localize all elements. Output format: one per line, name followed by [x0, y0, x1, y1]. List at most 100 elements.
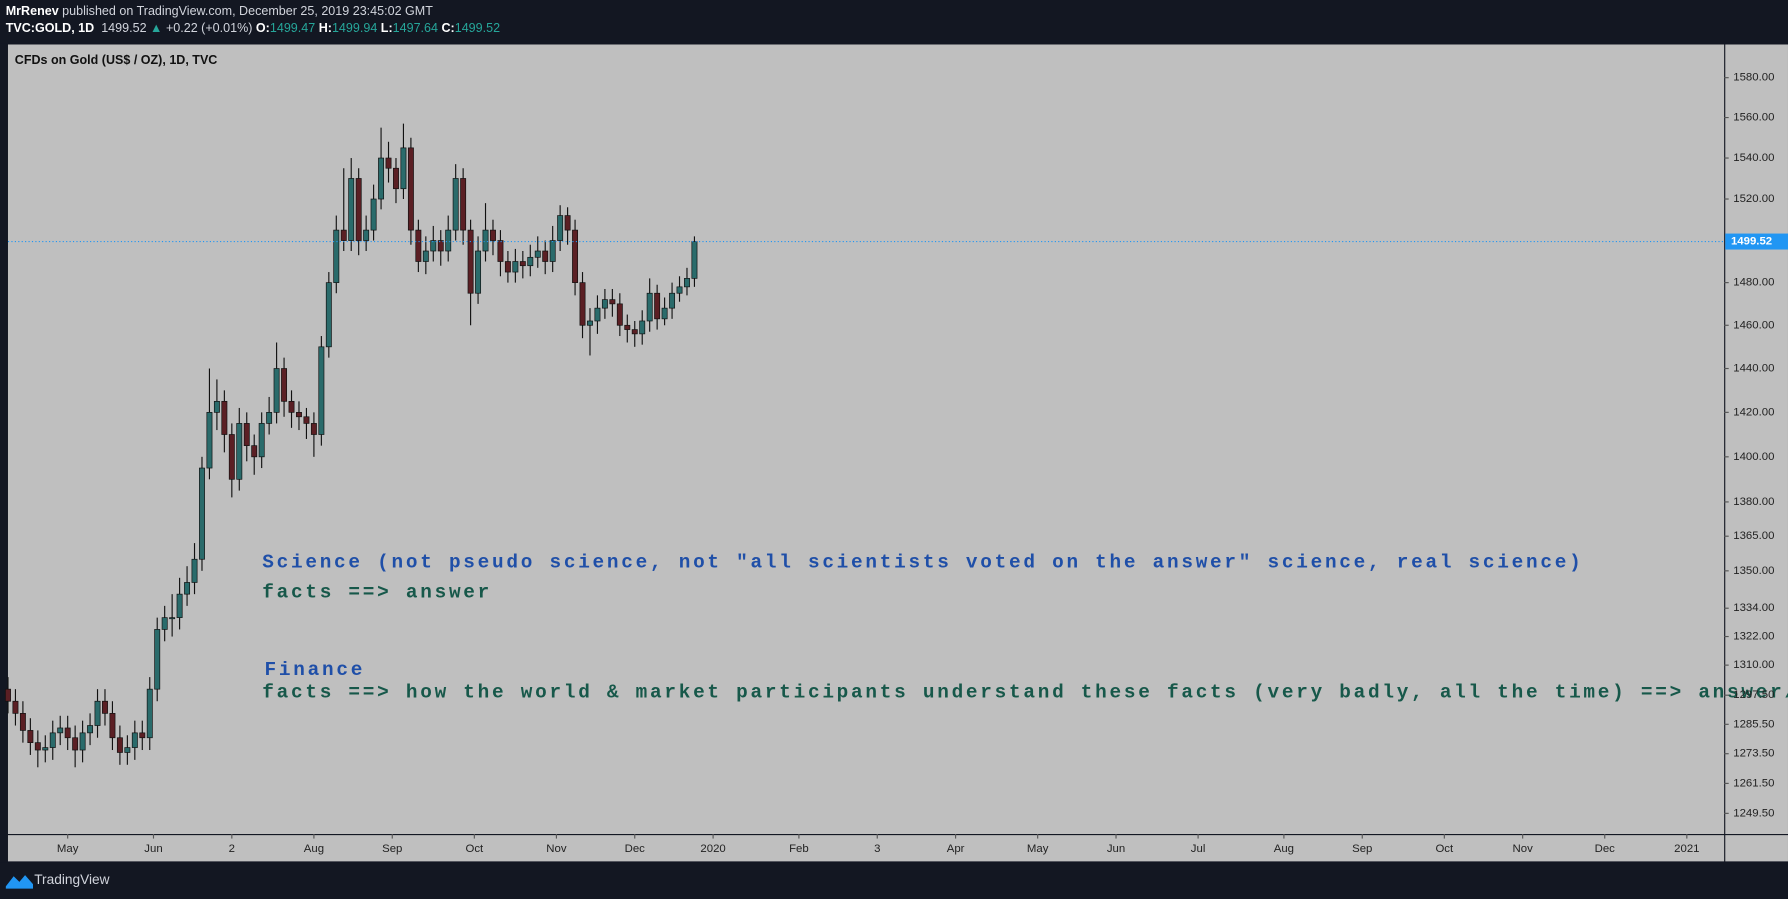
- candle-body: [27, 730, 34, 743]
- candle-body: [601, 299, 608, 309]
- candle-body: [288, 400, 295, 413]
- o-value: 1499.47: [269, 21, 316, 36]
- candle-body: [348, 178, 355, 241]
- h-label: H:: [318, 21, 332, 36]
- x-tick-label: Sep: [1352, 843, 1372, 855]
- x-tick-label: 2021: [1674, 843, 1699, 855]
- candle-body: [251, 445, 258, 458]
- candle-body: [654, 292, 661, 320]
- candle-body: [19, 713, 26, 731]
- quote-line: TVC:GOLD, 1D 1499.52 ▲ +0.22 (+0.01%) O:…: [6, 22, 500, 36]
- x-tick-label: Jun: [1107, 843, 1125, 855]
- x-tick-label: 2: [229, 843, 235, 855]
- candle-body: [646, 292, 653, 322]
- publish-line: MrRenev published on TradingView.com, De…: [6, 5, 433, 19]
- candle-body: [273, 368, 280, 413]
- candle-body: [393, 167, 399, 190]
- candle-body: [154, 629, 161, 690]
- candle-body: [631, 329, 638, 335]
- plot-area: [7, 44, 1725, 834]
- candle-body: [452, 178, 459, 231]
- candle-body: [363, 229, 370, 241]
- y-tick-label: 1400.00: [1733, 451, 1774, 463]
- x-tick-label: 3: [874, 843, 880, 855]
- candle-body: [639, 320, 646, 335]
- candle-body: [430, 240, 437, 252]
- candle-body: [504, 261, 511, 273]
- last-price-label: 1499.52: [1731, 236, 1772, 248]
- l-value: 1497.64: [392, 21, 438, 36]
- candle-body: [109, 713, 116, 739]
- candle-body: [661, 307, 668, 320]
- h-value: 1499.94: [331, 21, 378, 36]
- candle-body: [221, 400, 228, 435]
- candle-body: [407, 147, 414, 231]
- candle-body: [94, 700, 101, 726]
- y-tick-label: 1310.00: [1733, 659, 1774, 671]
- candle-body: [482, 229, 489, 252]
- candle-body: [564, 215, 571, 231]
- y-tick-label: 1249.50: [1733, 807, 1774, 819]
- candle-body: [385, 157, 392, 169]
- x-tick-label: Sep: [382, 843, 402, 855]
- candle-body: [684, 278, 690, 288]
- candle-body: [594, 307, 601, 322]
- candle-body: [266, 412, 273, 424]
- candle-body: [437, 240, 444, 252]
- candle-body: [318, 346, 325, 435]
- candle-body: [139, 732, 146, 739]
- x-tick-label: Aug: [304, 843, 324, 855]
- y-tick-label: 1350.00: [1733, 565, 1774, 577]
- y-tick-label: 1420.00: [1733, 406, 1774, 418]
- y-tick-label: 1297.50: [1733, 689, 1774, 701]
- candle-body: [258, 423, 265, 458]
- y-tick-label: 1261.50: [1733, 777, 1774, 789]
- candle-body: [169, 617, 176, 620]
- y-tick-label: 1285.50: [1733, 718, 1774, 730]
- candle-body: [303, 416, 310, 424]
- y-tick-label: 1580.00: [1733, 72, 1774, 84]
- x-tick-label: Feb: [789, 843, 809, 855]
- c-label: C:: [441, 21, 455, 36]
- candle-body: [72, 737, 79, 751]
- candle-body: [87, 725, 94, 734]
- last: 1499.52: [101, 21, 147, 36]
- candle-body: [199, 467, 205, 560]
- x-tick-label: 2020: [700, 843, 725, 855]
- c-value: 1499.52: [454, 21, 501, 36]
- candle-body: [587, 320, 593, 326]
- x-tick-label: Dec: [625, 843, 646, 855]
- chart: CFDs on Gold (US$ / OZ), 1D, TVC Science…: [0, 43, 1788, 863]
- candle-body: [572, 229, 579, 283]
- candle-body: [206, 412, 213, 469]
- x-tick-label: Jun: [144, 843, 162, 855]
- x-tick-label: May: [57, 843, 79, 855]
- change: +0.22 (+0.01%): [165, 21, 253, 36]
- candle-body: [57, 727, 64, 734]
- candle-body: [213, 400, 220, 413]
- candle-body: [460, 178, 467, 231]
- candle-body: [42, 747, 49, 751]
- candle-body: [378, 157, 385, 200]
- x-tick-label: Oct: [465, 843, 484, 855]
- brand[interactable]: TradingView: [34, 871, 110, 888]
- candle-body: [124, 747, 131, 753]
- chart-title: CFDs on Gold (US$ / OZ), 1D, TVC: [15, 53, 218, 67]
- candle-body: [310, 423, 317, 435]
- candle-body: [616, 303, 623, 326]
- candle-body: [542, 250, 549, 262]
- x-tick-label: Nov: [546, 843, 567, 855]
- time-axis: [7, 835, 1725, 862]
- candle-body: [325, 282, 332, 348]
- y-tick-label: 1322.00: [1733, 631, 1774, 643]
- candle-body: [340, 229, 347, 241]
- o-label: O:: [255, 21, 270, 36]
- candle-body: [527, 256, 534, 267]
- candle-body: [184, 582, 191, 595]
- x-tick-label: Apr: [947, 843, 965, 855]
- x-tick-label: Jul: [1191, 843, 1206, 855]
- candle-body: [609, 299, 616, 305]
- y-tick-label: 1460.00: [1733, 319, 1774, 331]
- candle-body: [557, 215, 564, 241]
